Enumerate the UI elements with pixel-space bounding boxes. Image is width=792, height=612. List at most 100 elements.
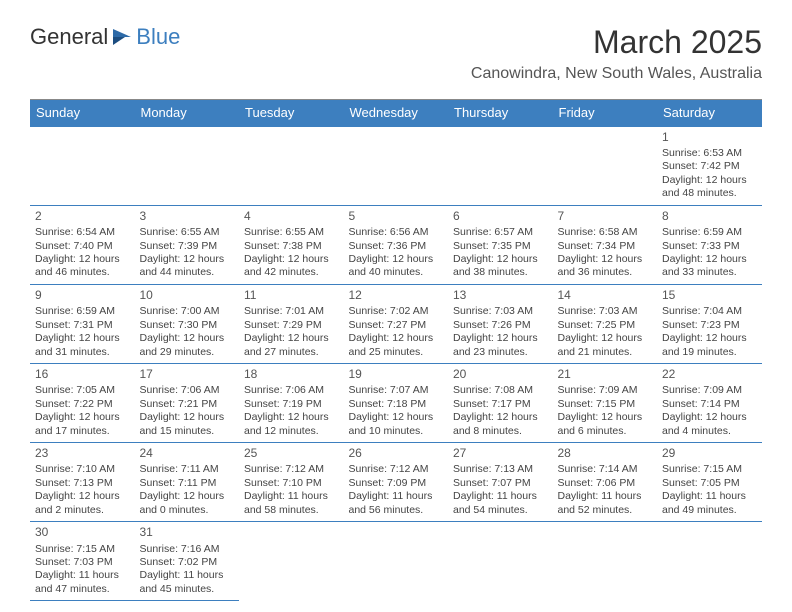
daylight-text: and 12 minutes. [244,425,339,438]
day-number: 2 [35,209,130,224]
day-number: 26 [349,446,444,461]
daylight-text: Daylight: 12 hours [558,411,653,424]
daylight-text: and 27 minutes. [244,346,339,359]
daylight-text: and 42 minutes. [244,266,339,279]
daylight-text: and 36 minutes. [558,266,653,279]
sunrise-text: Sunrise: 7:13 AM [453,463,548,476]
sunrise-text: Sunrise: 6:54 AM [35,226,130,239]
daylight-text: Daylight: 12 hours [453,411,548,424]
sunrise-text: Sunrise: 7:15 AM [662,463,757,476]
day-cell: 8Sunrise: 6:59 AMSunset: 7:33 PMDaylight… [657,206,762,285]
sunset-text: Sunset: 7:10 PM [244,477,339,490]
sunset-text: Sunset: 7:09 PM [349,477,444,490]
header: General Blue March 2025 Canowindra, New … [0,0,792,93]
week-row: 23Sunrise: 7:10 AMSunset: 7:13 PMDayligh… [30,443,762,522]
daylight-text: Daylight: 12 hours [558,332,653,345]
sunrise-text: Sunrise: 7:03 AM [453,305,548,318]
daylight-text: and 6 minutes. [558,425,653,438]
daylight-text: and 29 minutes. [140,346,235,359]
day-cell: 24Sunrise: 7:11 AMSunset: 7:11 PMDayligh… [135,443,240,522]
day-cell: 7Sunrise: 6:58 AMSunset: 7:34 PMDaylight… [553,206,658,285]
month-title: March 2025 [471,24,762,61]
daylight-text: Daylight: 12 hours [35,253,130,266]
daylight-text: Daylight: 11 hours [662,490,757,503]
daylight-text: Daylight: 12 hours [244,332,339,345]
day-cell: 17Sunrise: 7:06 AMSunset: 7:21 PMDayligh… [135,364,240,443]
sunset-text: Sunset: 7:34 PM [558,240,653,253]
sunrise-text: Sunrise: 6:59 AM [35,305,130,318]
daylight-text: Daylight: 12 hours [662,174,757,187]
daylight-text: Daylight: 12 hours [349,411,444,424]
day-cell: 6Sunrise: 6:57 AMSunset: 7:35 PMDaylight… [448,206,553,285]
daylight-text: Daylight: 12 hours [558,253,653,266]
day-cell: 12Sunrise: 7:02 AMSunset: 7:27 PMDayligh… [344,285,449,364]
sunrise-text: Sunrise: 7:11 AM [140,463,235,476]
sunrise-text: Sunrise: 7:00 AM [140,305,235,318]
day-number: 7 [558,209,653,224]
sunrise-text: Sunrise: 6:53 AM [662,147,757,160]
day-cell [135,127,240,206]
daylight-text: and 48 minutes. [662,187,757,200]
day-number: 19 [349,367,444,382]
location: Canowindra, New South Wales, Australia [471,65,762,83]
daylight-text: Daylight: 12 hours [662,411,757,424]
daylight-text: and 8 minutes. [453,425,548,438]
daylight-text: and 33 minutes. [662,266,757,279]
day-number: 30 [35,525,130,540]
day-cell: 25Sunrise: 7:12 AMSunset: 7:10 PMDayligh… [239,443,344,522]
daylight-text: Daylight: 12 hours [349,332,444,345]
daylight-text: and 0 minutes. [140,504,235,517]
sunrise-text: Sunrise: 7:12 AM [244,463,339,476]
day-number: 25 [244,446,339,461]
day-cell: 18Sunrise: 7:06 AMSunset: 7:19 PMDayligh… [239,364,344,443]
logo: General Blue [30,24,180,50]
sunset-text: Sunset: 7:14 PM [662,398,757,411]
daylight-text: and 25 minutes. [349,346,444,359]
day-number: 6 [453,209,548,224]
sunset-text: Sunset: 7:23 PM [662,319,757,332]
col-thu: Thursday [448,100,553,127]
daylight-text: and 15 minutes. [140,425,235,438]
day-number: 18 [244,367,339,382]
sunset-text: Sunset: 7:07 PM [453,477,548,490]
daylight-text: and 56 minutes. [349,504,444,517]
day-number: 20 [453,367,548,382]
day-number: 8 [662,209,757,224]
sunset-text: Sunset: 7:13 PM [35,477,130,490]
sunset-text: Sunset: 7:26 PM [453,319,548,332]
sunrise-text: Sunrise: 7:15 AM [35,543,130,556]
day-number: 28 [558,446,653,461]
sunrise-text: Sunrise: 6:55 AM [140,226,235,239]
day-cell: 31Sunrise: 7:16 AMSunset: 7:02 PMDayligh… [135,522,240,601]
sunrise-text: Sunrise: 7:01 AM [244,305,339,318]
sunset-text: Sunset: 7:31 PM [35,319,130,332]
day-cell: 23Sunrise: 7:10 AMSunset: 7:13 PMDayligh… [30,443,135,522]
sunrise-text: Sunrise: 7:05 AM [35,384,130,397]
day-cell [239,522,344,601]
day-cell [657,522,762,601]
sunrise-text: Sunrise: 7:10 AM [35,463,130,476]
sunrise-text: Sunrise: 6:56 AM [349,226,444,239]
logo-flag-icon [111,27,133,47]
sunset-text: Sunset: 7:17 PM [453,398,548,411]
day-cell: 5Sunrise: 6:56 AMSunset: 7:36 PMDaylight… [344,206,449,285]
sunrise-text: Sunrise: 7:04 AM [662,305,757,318]
daylight-text: Daylight: 12 hours [140,411,235,424]
daylight-text: and 47 minutes. [35,583,130,596]
daylight-text: and 17 minutes. [35,425,130,438]
daylight-text: and 21 minutes. [558,346,653,359]
daylight-text: Daylight: 11 hours [35,569,130,582]
day-number: 15 [662,288,757,303]
title-block: March 2025 Canowindra, New South Wales, … [471,24,762,83]
day-number: 22 [662,367,757,382]
daylight-text: Daylight: 12 hours [662,332,757,345]
daylight-text: and 40 minutes. [349,266,444,279]
week-row: 16Sunrise: 7:05 AMSunset: 7:22 PMDayligh… [30,364,762,443]
sunset-text: Sunset: 7:06 PM [558,477,653,490]
day-number: 3 [140,209,235,224]
daylight-text: and 10 minutes. [349,425,444,438]
sunset-text: Sunset: 7:40 PM [35,240,130,253]
daylight-text: Daylight: 12 hours [140,490,235,503]
col-fri: Friday [553,100,658,127]
day-number: 17 [140,367,235,382]
